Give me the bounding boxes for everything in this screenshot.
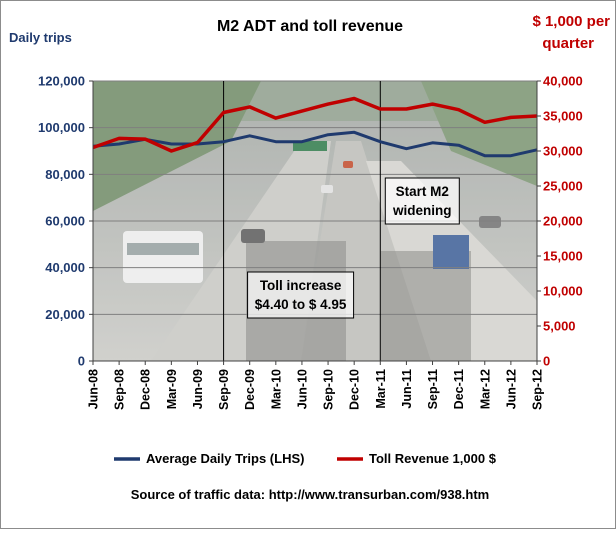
chart-title: M2 ADT and toll revenue bbox=[217, 18, 403, 35]
x-tick-label: Dec-08 bbox=[139, 369, 153, 410]
left-tick-label: 0 bbox=[78, 354, 85, 369]
annotation-box bbox=[247, 271, 355, 319]
x-tick-label: Sep-11 bbox=[426, 369, 440, 409]
series-layer bbox=[92, 96, 538, 158]
legend-label: Toll Revenue 1,000 $ bbox=[369, 451, 497, 466]
x-tick-label: Jun-10 bbox=[295, 369, 309, 409]
right-tick-label: 0 bbox=[543, 354, 550, 369]
right-tick-label: 25,000 bbox=[543, 179, 583, 194]
right-tick-label: 30,000 bbox=[543, 144, 583, 159]
left-axis-label: Daily trips bbox=[9, 30, 72, 45]
left-tick-label: 60,000 bbox=[45, 214, 85, 229]
x-tick-label: Sep-09 bbox=[217, 369, 231, 410]
x-axis-ticks: Jun-08 Sep-08 Dec-08 Mar-09 Jun-09 Sep-09 Dec-… bbox=[87, 361, 545, 410]
x-tick-label: Sep-10 bbox=[322, 369, 336, 410]
left-tick-label: 20,000 bbox=[45, 307, 85, 322]
series-line-left bbox=[92, 130, 538, 158]
x-tick-label: Dec-10 bbox=[348, 369, 362, 410]
annotation-text: Toll increase bbox=[260, 278, 342, 293]
x-tick-label: Jun-12 bbox=[504, 369, 518, 409]
right-tick-label: 35,000 bbox=[543, 109, 583, 124]
annotation-text: widening bbox=[392, 203, 452, 218]
left-tick-label: 120,000 bbox=[38, 74, 85, 89]
annotation-box bbox=[384, 177, 460, 225]
annotation-text: $4.40 to $ 4.95 bbox=[255, 297, 347, 312]
legend-label: Average Daily Trips (LHS) bbox=[146, 451, 304, 466]
legend: Average Daily Trips (LHS) Toll Revenue 1,… bbox=[114, 451, 497, 466]
left-tick-label: 100,000 bbox=[38, 120, 85, 135]
right-tick-label: 40,000 bbox=[543, 74, 583, 89]
x-tick-label: Mar-09 bbox=[165, 369, 179, 409]
x-tick-label: Jun-08 bbox=[87, 369, 101, 409]
x-tick-label: Dec-09 bbox=[243, 369, 257, 410]
source-note: Source of traffic data: http://www.trans… bbox=[131, 487, 490, 502]
left-tick-label: 80,000 bbox=[45, 167, 85, 182]
left-tick-label: 40,000 bbox=[45, 260, 85, 275]
x-tick-label: Sep-08 bbox=[113, 369, 127, 410]
right-axis-ticks: 0 5,000 10,000 15,000 20,000 25,000 30,000 35,0… bbox=[537, 74, 583, 369]
x-tick-label: Jun-11 bbox=[400, 369, 414, 409]
right-axis-label-line: $ 1,000 per bbox=[532, 13, 610, 30]
right-axis-label-line: quarter bbox=[542, 35, 594, 52]
right-tick-label: 5,000 bbox=[543, 319, 576, 334]
annotation-lines bbox=[223, 81, 381, 361]
x-tick-label: Mar-10 bbox=[269, 369, 283, 409]
x-tick-label: Mar-12 bbox=[478, 369, 492, 409]
annotation-text: Start M2 bbox=[396, 184, 449, 199]
x-tick-label: Mar-11 bbox=[374, 369, 388, 409]
annotations: Toll increase $4.40 to $ 4.95 Start M2 wide… bbox=[247, 177, 460, 319]
x-tick-label: Jun-09 bbox=[191, 369, 205, 409]
x-tick-label: Dec-11 bbox=[452, 369, 466, 409]
right-tick-label: 10,000 bbox=[543, 284, 583, 299]
right-tick-label: 20,000 bbox=[543, 214, 583, 229]
right-axis-label: $ 1,000 per quarter bbox=[532, 13, 610, 52]
left-axis-ticks: 0 20,000 40,000 60,000 80,000 100,000 120,000 bbox=[38, 74, 93, 369]
right-tick-label: 15,000 bbox=[543, 249, 583, 264]
series-line-right bbox=[92, 96, 538, 153]
x-tick-label: Sep-12 bbox=[531, 369, 545, 410]
